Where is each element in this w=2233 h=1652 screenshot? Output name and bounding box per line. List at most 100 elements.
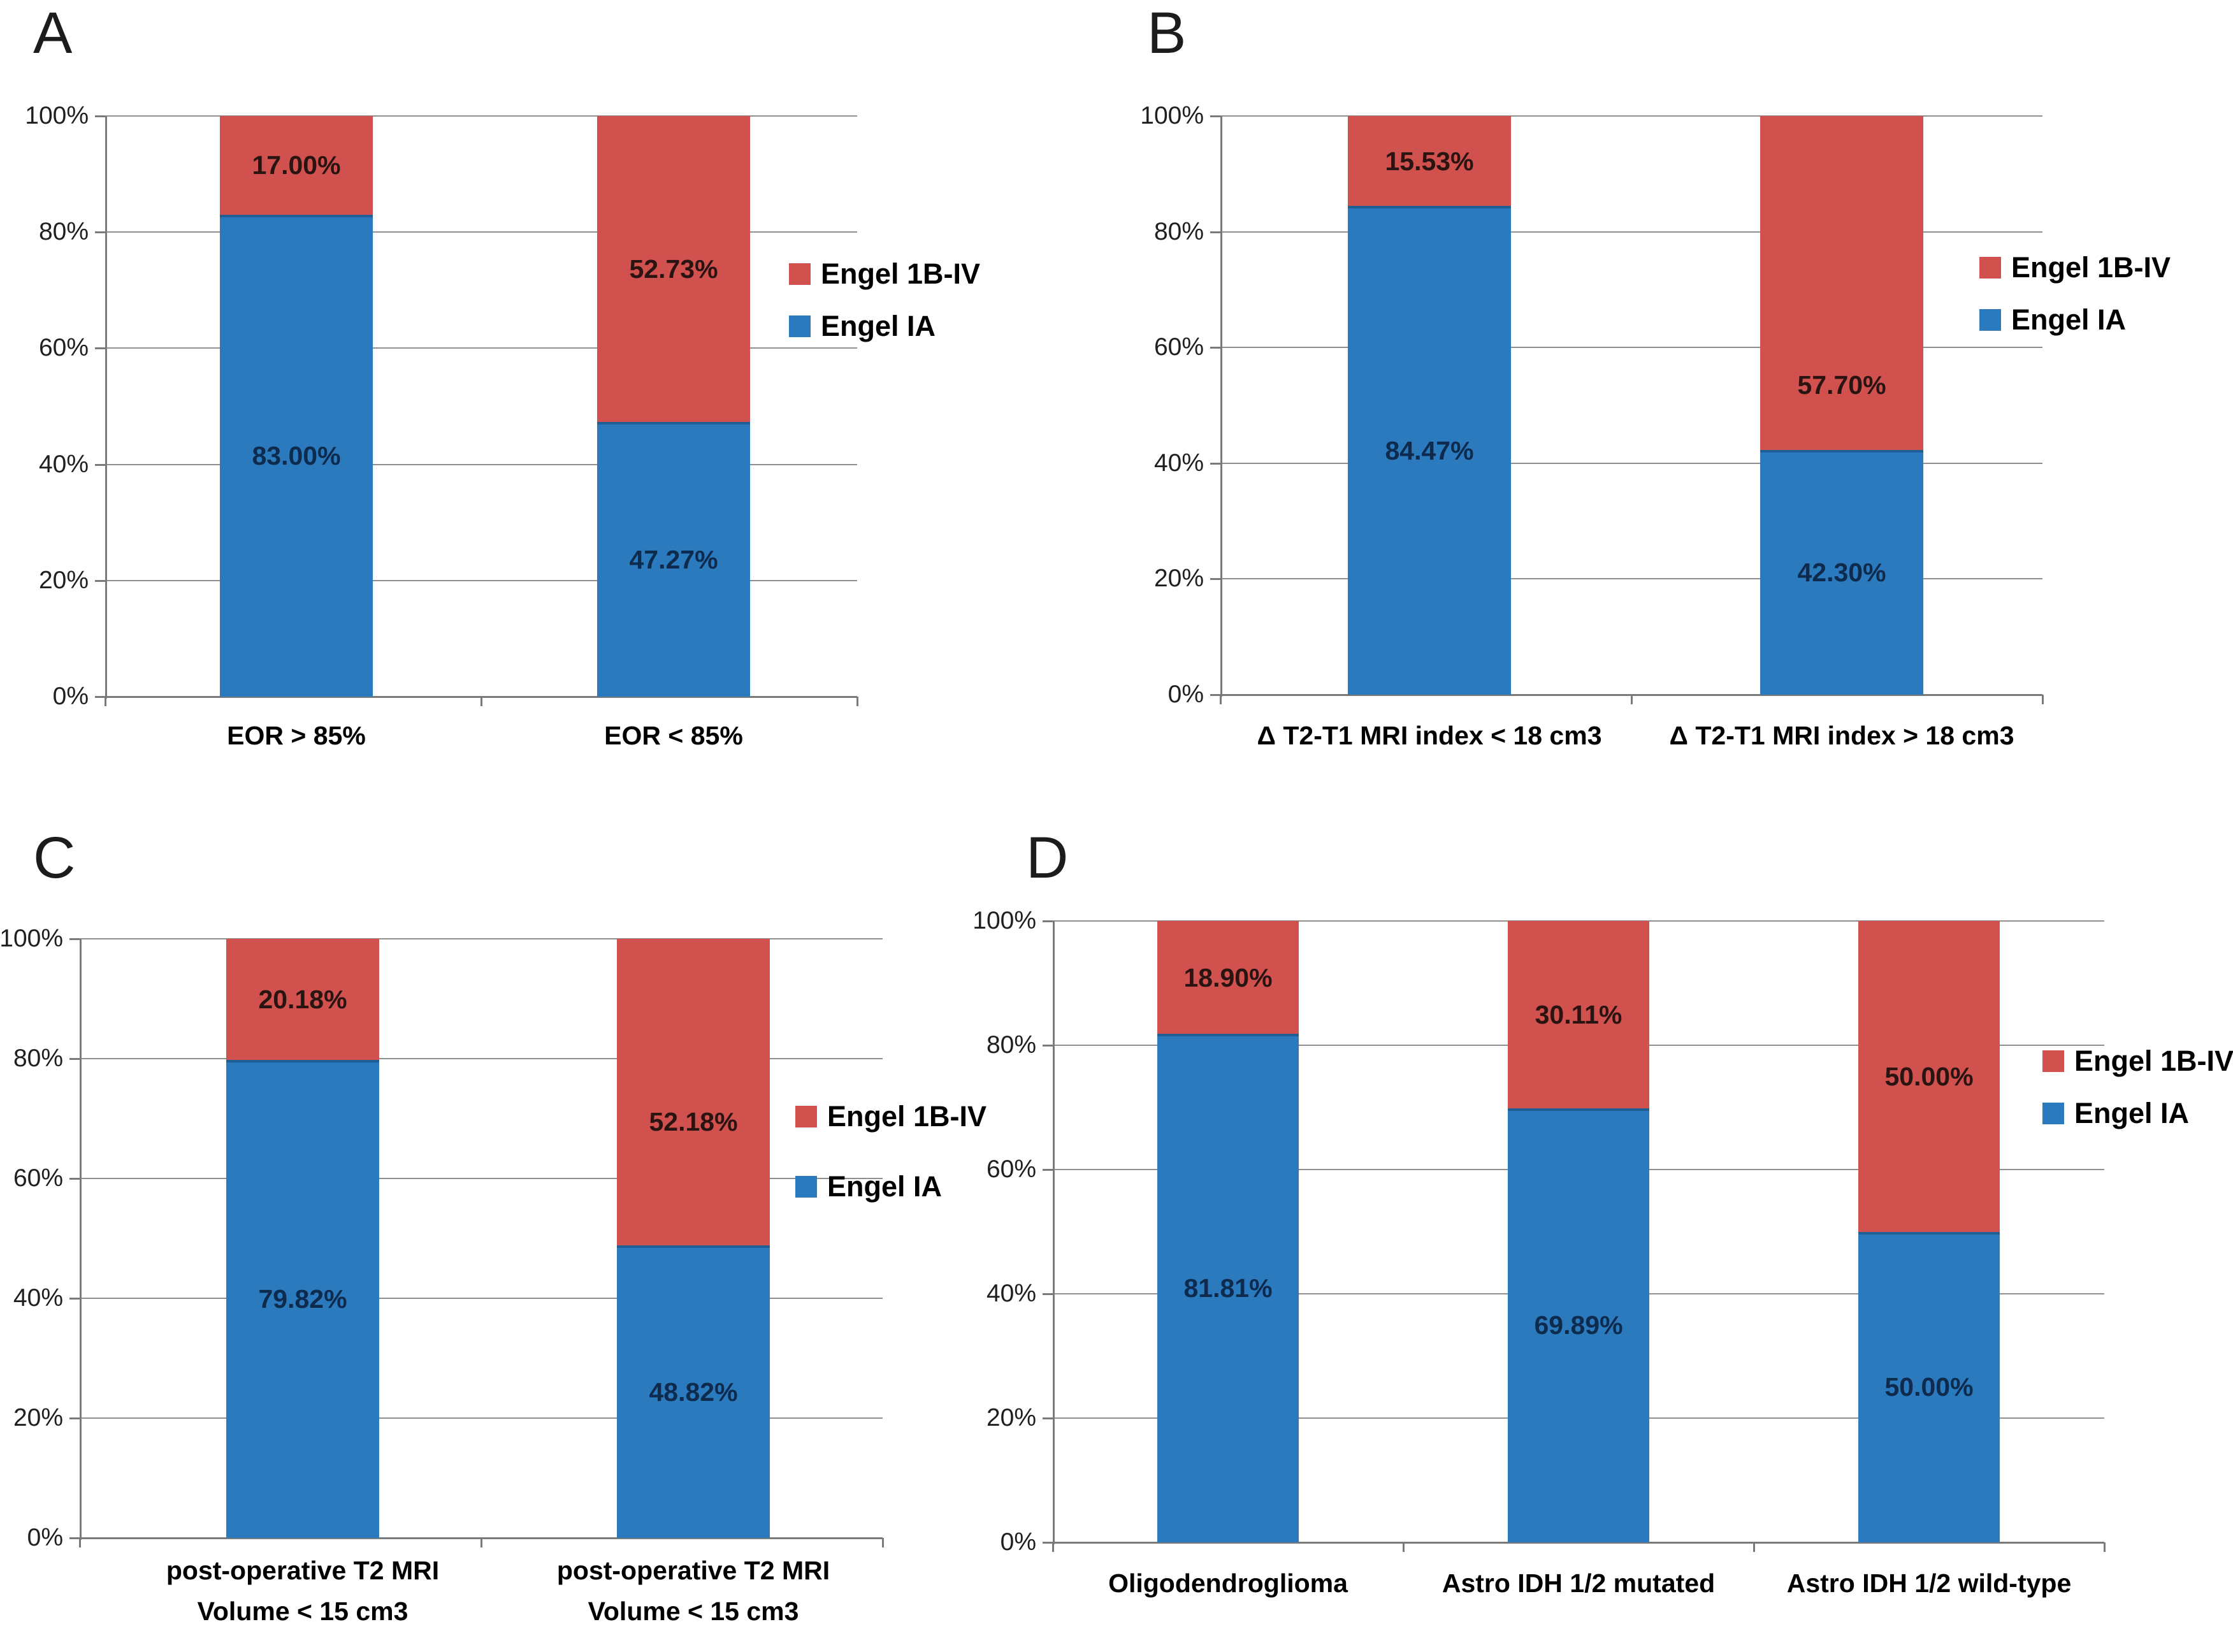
y-tick-label: 80% <box>986 1031 1036 1059</box>
legend-label: Engel IA <box>827 1170 943 1203</box>
legend-label: Engel 1B-IV <box>821 257 981 290</box>
data-label-engel-1b-iv: 20.18% <box>258 984 347 1014</box>
y-axis-tick <box>95 579 105 582</box>
data-label-engel-ia: 48.82% <box>649 1377 738 1407</box>
data-label-engel-1b-iv: 50.00% <box>1884 1061 1974 1091</box>
gridline <box>105 115 857 117</box>
data-label-engel-1b-iv: 17.00% <box>252 150 341 180</box>
legend-swatch-engel-ia <box>789 315 811 337</box>
y-tick-label: 60% <box>13 1164 63 1192</box>
y-axis-tick <box>95 115 105 117</box>
data-label-engel-ia: 79.82% <box>258 1284 347 1314</box>
legend-label: Engel 1B-IV <box>827 1100 987 1133</box>
x-category-label: post-operative T2 MRI Volume < 15 cm3 <box>166 1556 440 1626</box>
bar-segment-engel-1b-iv <box>597 116 750 423</box>
y-axis-tick <box>69 1298 80 1300</box>
y-tick-label: 20% <box>13 1404 63 1431</box>
y-tick-label: 80% <box>13 1045 63 1072</box>
y-axis-tick <box>69 1537 80 1539</box>
legend-swatch-engel-1b-iv <box>789 263 811 285</box>
gridline <box>1220 347 2042 349</box>
y-axis-tick <box>1043 1045 1053 1047</box>
panel-letter: D <box>1026 825 1069 890</box>
legend-swatch-engel-ia <box>795 1176 817 1198</box>
legend-swatch-engel-1b-iv <box>795 1106 817 1127</box>
gridline <box>1220 578 2042 580</box>
y-tick-label: 100% <box>25 102 89 129</box>
x-axis-tick <box>1403 1542 1405 1552</box>
gridline <box>80 1298 883 1299</box>
x-category-label: Δ T2-T1 MRI index < 18 cm3 <box>1257 721 1602 750</box>
legend-label: Engel IA <box>821 310 936 342</box>
x-category-label: Δ T2-T1 MRI index > 18 cm3 <box>1669 721 2014 750</box>
y-tick-label: 20% <box>986 1404 1036 1431</box>
y-tick-label: 80% <box>1153 217 1204 245</box>
bar-segment-engel-ia <box>1760 449 1923 695</box>
legend-swatch-engel-ia <box>1979 309 2001 331</box>
data-label-engel-1b-iv: 52.18% <box>649 1106 738 1136</box>
bar-segment-engel-ia <box>220 214 373 697</box>
y-axis-tick <box>69 1058 80 1060</box>
panel-letter: A <box>33 1 73 66</box>
x-axis-tick <box>1052 1542 1054 1552</box>
legend-label: Engel IA <box>2011 303 2127 336</box>
x-axis-line <box>1053 1542 2104 1544</box>
y-tick-label: 0% <box>52 683 89 710</box>
y-axis-tick <box>95 231 105 234</box>
data-label-engel-1b-iv: 18.90% <box>1183 962 1273 992</box>
y-tick-label: 60% <box>38 334 89 362</box>
y-tick-label: 60% <box>1153 333 1204 361</box>
gridline <box>80 938 883 939</box>
y-tick-label: 40% <box>38 450 89 478</box>
panel-letter: C <box>33 825 76 890</box>
data-label-engel-ia: 42.30% <box>1797 557 1886 587</box>
y-tick-label: 0% <box>27 1524 63 1551</box>
gridline <box>80 1178 883 1179</box>
bar-segment-engel-ia <box>597 422 750 697</box>
y-axis-tick <box>69 938 80 940</box>
bar-segment-engel-1b-iv <box>1508 921 1649 1108</box>
y-axis-tick <box>1210 462 1220 465</box>
bar-segment-engel-ia <box>226 1059 379 1538</box>
data-label-engel-1b-iv: 52.73% <box>629 254 718 284</box>
legend-label: Engel 1B-IV <box>2011 251 2171 284</box>
gridline <box>1220 115 2042 117</box>
x-axis-tick <box>79 1538 81 1547</box>
x-axis-tick <box>481 1538 482 1547</box>
y-axis-tick <box>1210 578 1220 581</box>
y-axis-line <box>1220 116 1222 697</box>
y-axis-tick <box>1043 920 1053 922</box>
x-axis-tick <box>2104 1542 2106 1552</box>
y-tick-label: 100% <box>0 925 63 952</box>
y-axis-tick <box>1210 115 1220 117</box>
bar-segment-engel-1b-iv <box>1157 921 1299 1034</box>
y-axis-tick <box>1043 1293 1053 1295</box>
data-label-engel-ia: 84.47% <box>1385 435 1474 465</box>
data-label-engel-ia: 50.00% <box>1884 1372 1974 1402</box>
y-tick-label: 80% <box>38 218 89 246</box>
legend-swatch-engel-ia <box>2042 1103 2064 1124</box>
x-category-label: Astro IDH 1/2 wild-type <box>1786 1569 2072 1598</box>
y-axis-tick <box>1210 231 1220 233</box>
bar-segment-engel-1b-iv <box>1858 921 2000 1232</box>
gridline <box>105 347 857 349</box>
x-axis-tick <box>105 697 106 706</box>
data-label-engel-1b-iv: 57.70% <box>1797 370 1886 400</box>
panel-letter: B <box>1147 1 1187 66</box>
bar-segment-engel-ia <box>1858 1231 2000 1542</box>
legend-label: Engel IA <box>2074 1097 2190 1129</box>
data-label-engel-ia: 83.00% <box>252 440 341 470</box>
bar-segment-engel-1b-iv <box>1348 116 1511 206</box>
y-axis-line <box>1053 921 1055 1544</box>
legend-swatch-engel-1b-iv <box>1979 257 2001 279</box>
x-category-label: post-operative T2 MRI Volume < 15 cm3 <box>556 1556 830 1626</box>
legend-label: Engel 1B-IV <box>2074 1045 2233 1077</box>
y-tick-label: 0% <box>1000 1528 1036 1556</box>
y-axis-line <box>80 939 82 1540</box>
gridline <box>105 579 857 581</box>
bar-segment-engel-ia <box>1157 1034 1299 1542</box>
y-tick-label: 40% <box>986 1280 1036 1307</box>
y-tick-label: 20% <box>1153 565 1204 593</box>
bar-segment-engel-ia <box>617 1245 770 1538</box>
